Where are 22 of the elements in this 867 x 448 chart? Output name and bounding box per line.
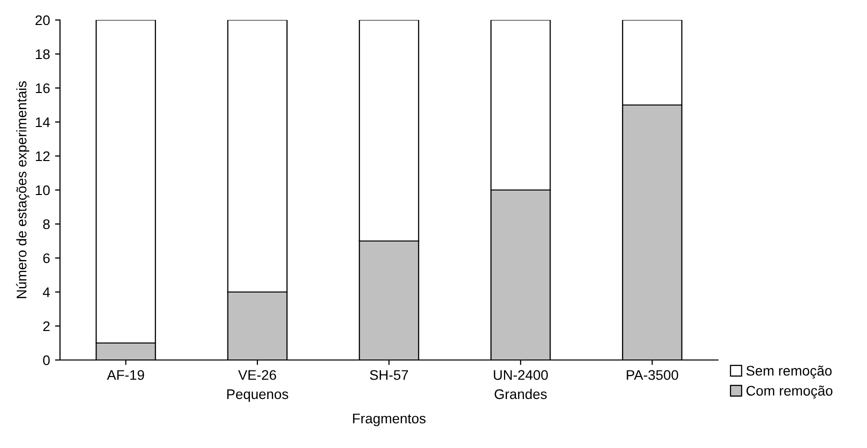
- y-tick-label: 10: [36, 185, 50, 196]
- x-tick-label: UN-2400: [494, 370, 548, 380]
- legend-label: Com remoção: [746, 386, 832, 398]
- y-tick-label: 6: [43, 253, 50, 264]
- legend-label: Sem remoção: [746, 366, 832, 378]
- x-axis-title: Fragmentos: [353, 414, 426, 426]
- y-tick-label: 20: [36, 15, 50, 26]
- y-tick-label: 18: [36, 49, 50, 60]
- x-tick-label: AF-19: [106, 370, 144, 380]
- y-tick-label: 2: [43, 321, 50, 332]
- text: Grandes: [494, 388, 547, 400]
- y-axis-title: Número de estações experimentais: [16, 81, 30, 298]
- y-tick-label: 4: [42, 287, 50, 298]
- y-tick-label: 16: [36, 83, 50, 94]
- y-tick-label: 0: [43, 355, 50, 366]
- x-tick-label: SH-57: [370, 370, 408, 380]
- y-tick-label: 8: [43, 219, 50, 230]
- x-tick-label: VE-26: [238, 370, 276, 380]
- y-tick-label: 14: [36, 117, 50, 128]
- y-tick-label: 12: [36, 151, 50, 162]
- x-tick-label: PA-3500: [626, 370, 678, 380]
- text: Pequenos: [227, 389, 288, 402]
